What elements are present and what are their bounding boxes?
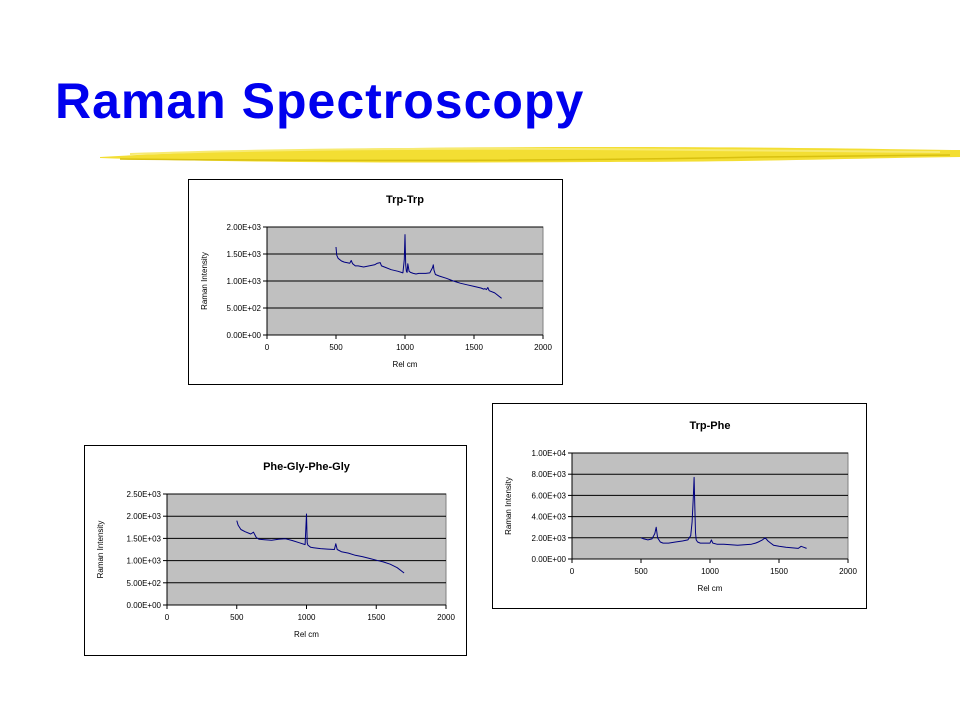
plot-area [571,452,849,560]
y-tick-label: 1.00E+04 [532,449,567,458]
y-tick-label: 1.50E+03 [227,250,262,259]
x-tick-label: 0 [165,613,170,622]
series-line [640,476,807,549]
y-tick-label: 1.00E+03 [227,277,262,286]
chart-svg: 0.00E+00 5.00E+02 1.00E+03 1.50E+03 2.00E+03… [96,461,455,639]
y-tick-label: 2.00E+03 [127,512,162,521]
title-underline [100,147,960,163]
x-axis-label: Rel cm [294,630,319,639]
y-tick-label: 5.00E+02 [227,304,262,313]
y-tick-label: 8.00E+03 [532,470,567,479]
underline-brush-highlight [129,147,941,155]
y-tick-label: 1.00E+03 [127,557,162,566]
y-tick-label: 0.00E+00 [127,601,162,610]
x-tick-label: 0 [265,343,270,352]
y-tick-label: 5.00E+02 [127,579,162,588]
x-tick-label: 0 [570,567,575,576]
y-tick-label: 0.00E+00 [532,555,567,564]
y-axis-label: Raman Intensity [504,477,513,535]
y-axis-label: Raman Intensity [200,252,209,310]
y-tick-label: 2.00E+03 [532,534,567,543]
slide-title: Raman Spectroscopy [55,73,585,129]
x-tick-label: 1500 [770,567,788,576]
chart-title: Trp-Phe [690,420,731,432]
y-tick-label: 1.50E+03 [127,534,162,543]
x-axis-label: Rel cm [393,360,418,369]
plot-area [166,493,447,606]
x-tick-label: 500 [230,613,244,622]
y-axis-label: Raman Intensity [96,521,105,579]
chart-title: Phe-Gly-Phe-Gly [263,461,351,473]
x-tick-label: 1000 [701,567,719,576]
x-tick-label: 2000 [534,343,552,352]
series-line [236,513,405,574]
x-tick-label: 1500 [465,343,483,352]
x-tick-label: 500 [634,567,648,576]
y-tick-label: 4.00E+03 [532,513,567,522]
chart-svg: 0.00E+00 2.00E+03 4.00E+03 6.00E+03 8.00E+03… [504,420,857,593]
x-tick-label: 1500 [367,613,385,622]
y-tick-label: 2.00E+03 [227,223,262,232]
series-line [335,234,502,299]
chart-trp-trp: 0.00E+00 5.00E+02 1.00E+03 1.50E+03 2.00E+03… [188,179,563,385]
x-tick-label: 500 [329,343,343,352]
x-tick-label: 2000 [839,567,857,576]
x-axis-label: Rel cm [698,584,723,593]
underline-brush-shadow [119,154,951,162]
x-tick-label: 1000 [298,613,316,622]
y-tick-label: 6.00E+03 [532,491,567,500]
chart-trp-phe: 0.00E+00 2.00E+03 4.00E+03 6.00E+03 8.00E+03… [492,403,867,609]
x-tick-label: 2000 [437,613,455,622]
chart-svg: 0.00E+00 5.00E+02 1.00E+03 1.50E+03 2.00E+03… [200,194,552,369]
chart-phe-gly-phe-gly: 0.00E+00 5.00E+02 1.00E+03 1.50E+03 2.00E+03… [84,445,467,656]
y-tick-label: 0.00E+00 [227,331,262,340]
y-tick-label: 2.50E+03 [127,490,162,499]
x-tick-label: 1000 [396,343,414,352]
chart-title: Trp-Trp [386,194,424,206]
